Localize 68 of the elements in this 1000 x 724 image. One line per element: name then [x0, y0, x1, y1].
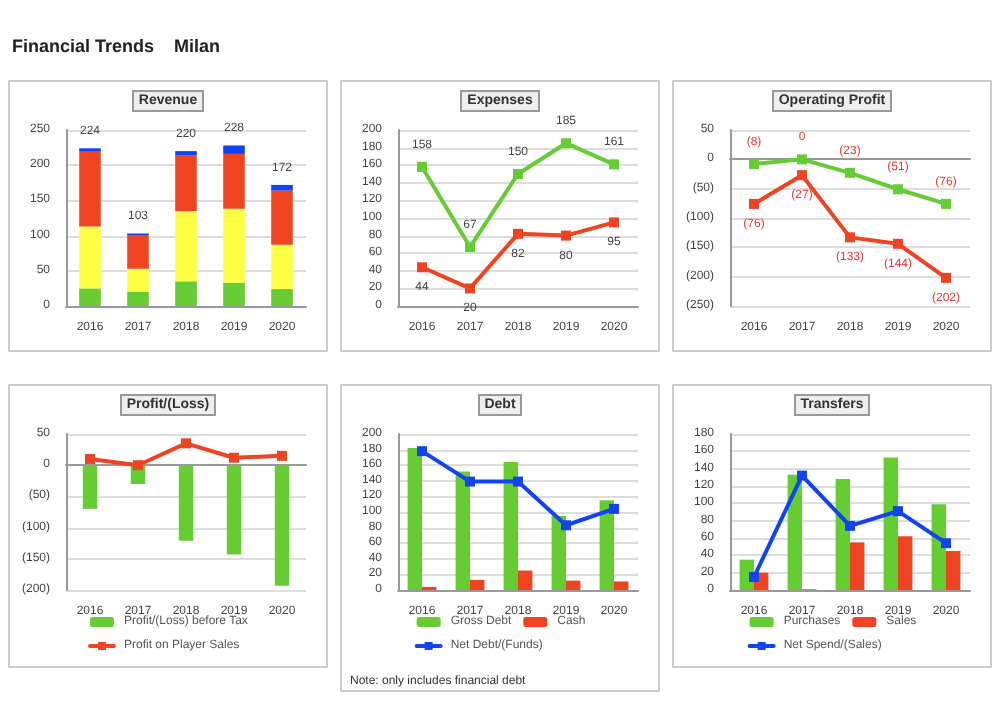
bar — [470, 579, 485, 590]
point — [465, 283, 475, 294]
point — [465, 476, 475, 487]
point — [513, 476, 523, 487]
point — [609, 503, 619, 514]
point — [181, 438, 191, 449]
bar — [175, 281, 197, 306]
bar — [614, 581, 629, 590]
bar — [271, 289, 293, 306]
bar — [946, 551, 961, 590]
point — [417, 161, 427, 172]
bar — [223, 145, 245, 154]
bar — [503, 462, 518, 590]
point — [513, 169, 523, 179]
point — [749, 198, 759, 209]
bar — [79, 288, 101, 306]
bar — [407, 448, 422, 590]
point — [797, 470, 807, 481]
bar — [223, 282, 245, 306]
point — [941, 272, 951, 283]
point — [893, 184, 903, 195]
point — [845, 232, 855, 243]
bar — [835, 479, 850, 590]
point — [513, 228, 523, 239]
bar — [850, 542, 865, 590]
point — [133, 460, 143, 471]
point — [941, 198, 951, 209]
bar — [175, 210, 197, 282]
point — [749, 159, 759, 170]
bar — [175, 155, 197, 211]
bar — [127, 234, 149, 269]
point — [85, 453, 95, 464]
point — [561, 230, 571, 241]
bar — [271, 184, 293, 191]
bar — [127, 291, 149, 306]
point — [893, 238, 903, 249]
point — [609, 217, 619, 228]
point — [561, 520, 571, 531]
bar — [223, 208, 245, 283]
point — [941, 538, 951, 549]
bar — [566, 580, 581, 590]
point — [561, 138, 571, 149]
point — [797, 170, 807, 181]
text: Financial Trends Milan — [12, 36, 221, 56]
bar — [455, 471, 470, 590]
point — [609, 159, 619, 170]
bar — [599, 500, 614, 590]
bar — [79, 151, 101, 227]
bar — [271, 244, 293, 290]
bar — [127, 268, 149, 292]
point — [277, 450, 287, 461]
bar — [883, 457, 898, 590]
point — [229, 452, 239, 463]
bar — [931, 504, 946, 590]
point — [465, 242, 475, 253]
point — [417, 446, 427, 457]
bar — [223, 153, 245, 209]
point — [749, 572, 759, 582]
point — [797, 154, 807, 165]
bar — [271, 190, 293, 245]
point — [893, 506, 903, 517]
point — [845, 167, 855, 178]
bar — [551, 515, 566, 590]
point — [845, 520, 855, 531]
bar — [518, 570, 533, 590]
bar — [898, 536, 913, 590]
point — [417, 262, 427, 273]
bar — [79, 226, 101, 289]
